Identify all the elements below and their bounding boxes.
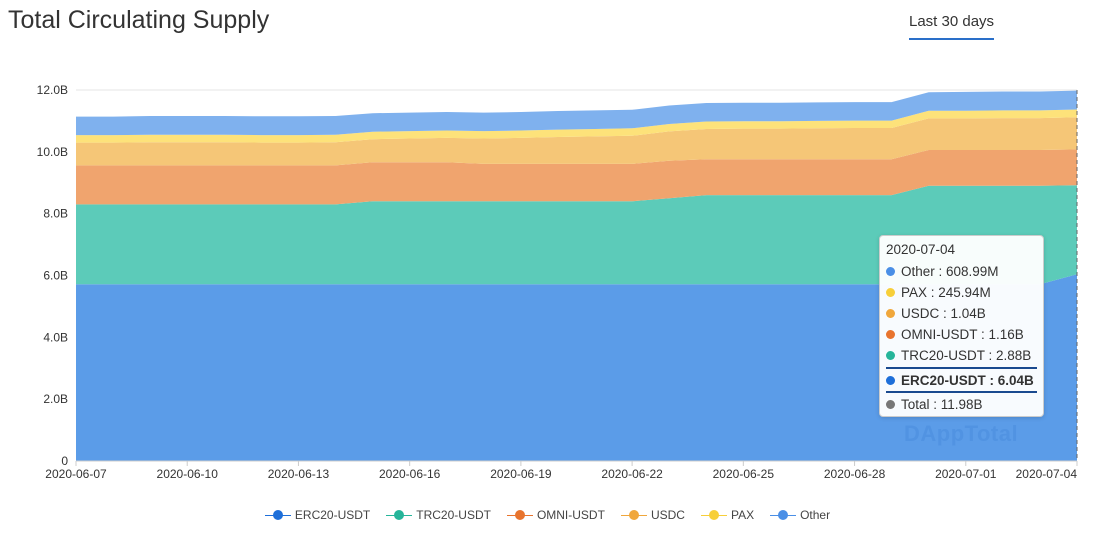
y-tick-label: 0 bbox=[61, 454, 68, 468]
tooltip-row-text: TRC20-USDT : 2.88B bbox=[901, 348, 1032, 363]
area-erc20-usdt bbox=[76, 274, 1077, 461]
legend-item-erc20-usdt[interactable]: ERC20-USDT bbox=[264, 508, 371, 522]
tab-last-30-days[interactable]: Last 30 days bbox=[909, 13, 995, 40]
tooltip-row-text: Total : 11.98B bbox=[901, 397, 983, 412]
tooltip-row-text: ERC20-USDT : 6.04B bbox=[901, 372, 1034, 388]
legend-item-other[interactable]: Other bbox=[770, 508, 830, 522]
legend-item-omni-usdt[interactable]: OMNI-USDT bbox=[506, 508, 605, 522]
tooltip-row-text: OMNI-USDT : 1.16B bbox=[901, 327, 1024, 342]
tooltip-row-text: USDC : 1.04B bbox=[901, 306, 986, 321]
area-pax bbox=[76, 109, 1077, 143]
legend-marker-icon bbox=[386, 509, 413, 521]
tooltip-date: 2020-07-04 bbox=[886, 242, 956, 257]
x-tick-label: 2020-06-16 bbox=[379, 467, 441, 481]
series-dot-icon bbox=[886, 309, 895, 318]
x-tick-label: 2020-06-22 bbox=[601, 467, 663, 481]
legend-label: PAX bbox=[730, 508, 755, 522]
area-trc20-usdt bbox=[76, 185, 1077, 285]
series-dot-icon bbox=[886, 375, 895, 385]
x-tick-label: 2020-06-07 bbox=[45, 467, 107, 481]
tooltip-row-usdc: USDC : 1.04B bbox=[886, 303, 1037, 324]
series-dot-icon bbox=[886, 351, 895, 360]
x-tick-label: 2020-06-28 bbox=[824, 467, 886, 481]
x-tick-label: 2020-06-19 bbox=[490, 467, 552, 481]
y-tick-label: 6.0B bbox=[43, 269, 68, 283]
legend-item-usdc[interactable]: USDC bbox=[620, 508, 685, 522]
tooltip-row-text: Other : 608.99M bbox=[901, 264, 999, 279]
legend-marker-icon bbox=[506, 509, 533, 521]
area-other bbox=[76, 90, 1077, 136]
x-tick-label: 2020-06-25 bbox=[713, 467, 775, 481]
tooltip-row-trc20-usdt: TRC20-USDT : 2.88B bbox=[886, 345, 1037, 366]
chart-legend: ERC20-USDT TRC20-USDT OMNI-USDT USDC PAX Othe… bbox=[0, 508, 1095, 522]
series-dot-icon bbox=[886, 288, 895, 297]
legend-label: USDC bbox=[650, 508, 685, 522]
legend-item-pax[interactable]: PAX bbox=[700, 508, 755, 522]
legend-item-trc20-usdt[interactable]: TRC20-USDT bbox=[386, 508, 491, 522]
chart-tooltip: 2020-07-04 Other : 608.99M PAX : 245.94M U… bbox=[879, 235, 1044, 417]
legend-label: Other bbox=[800, 508, 831, 522]
y-tick-label: 8.0B bbox=[43, 207, 68, 221]
area-usdc bbox=[76, 117, 1077, 166]
legend-marker-icon bbox=[700, 509, 727, 521]
y-tick-label: 2.0B bbox=[43, 392, 68, 406]
series-dot-icon bbox=[886, 267, 895, 276]
legend-marker-icon bbox=[770, 509, 797, 521]
tooltip-row-total: Total : 11.98B bbox=[886, 394, 1037, 415]
tooltip-row-other: Other : 608.99M bbox=[886, 261, 1037, 282]
legend-label: OMNI-USDT bbox=[536, 508, 605, 522]
x-tick-label: 2020-06-10 bbox=[157, 467, 219, 481]
legend-marker-icon bbox=[620, 509, 647, 521]
y-tick-label: 12.0B bbox=[37, 83, 68, 97]
x-tick-label: 2020-06-13 bbox=[268, 467, 330, 481]
tooltip-row-text: PAX : 245.94M bbox=[901, 285, 991, 300]
y-tick-label: 4.0B bbox=[43, 330, 68, 344]
tooltip-row-erc20-usdt: ERC20-USDT : 6.04B bbox=[886, 367, 1037, 393]
x-tick-label: 2020-07-04 bbox=[1016, 467, 1078, 481]
tooltip-row-pax: PAX : 245.94M bbox=[886, 282, 1037, 303]
page-title: Total Circulating Supply bbox=[8, 6, 270, 34]
legend-label: ERC20-USDT bbox=[294, 508, 371, 522]
series-dot-icon bbox=[886, 400, 895, 409]
x-tick-label: 2020-07-01 bbox=[935, 467, 997, 481]
legend-marker-icon bbox=[264, 509, 291, 521]
legend-label: TRC20-USDT bbox=[416, 508, 491, 522]
y-tick-label: 10.0B bbox=[37, 145, 68, 159]
series-dot-icon bbox=[886, 330, 895, 339]
area-omni-usdt bbox=[76, 149, 1077, 205]
watermark: DAppTotal bbox=[904, 421, 1019, 446]
tooltip-row-omni-usdt: OMNI-USDT : 1.16B bbox=[886, 324, 1037, 345]
